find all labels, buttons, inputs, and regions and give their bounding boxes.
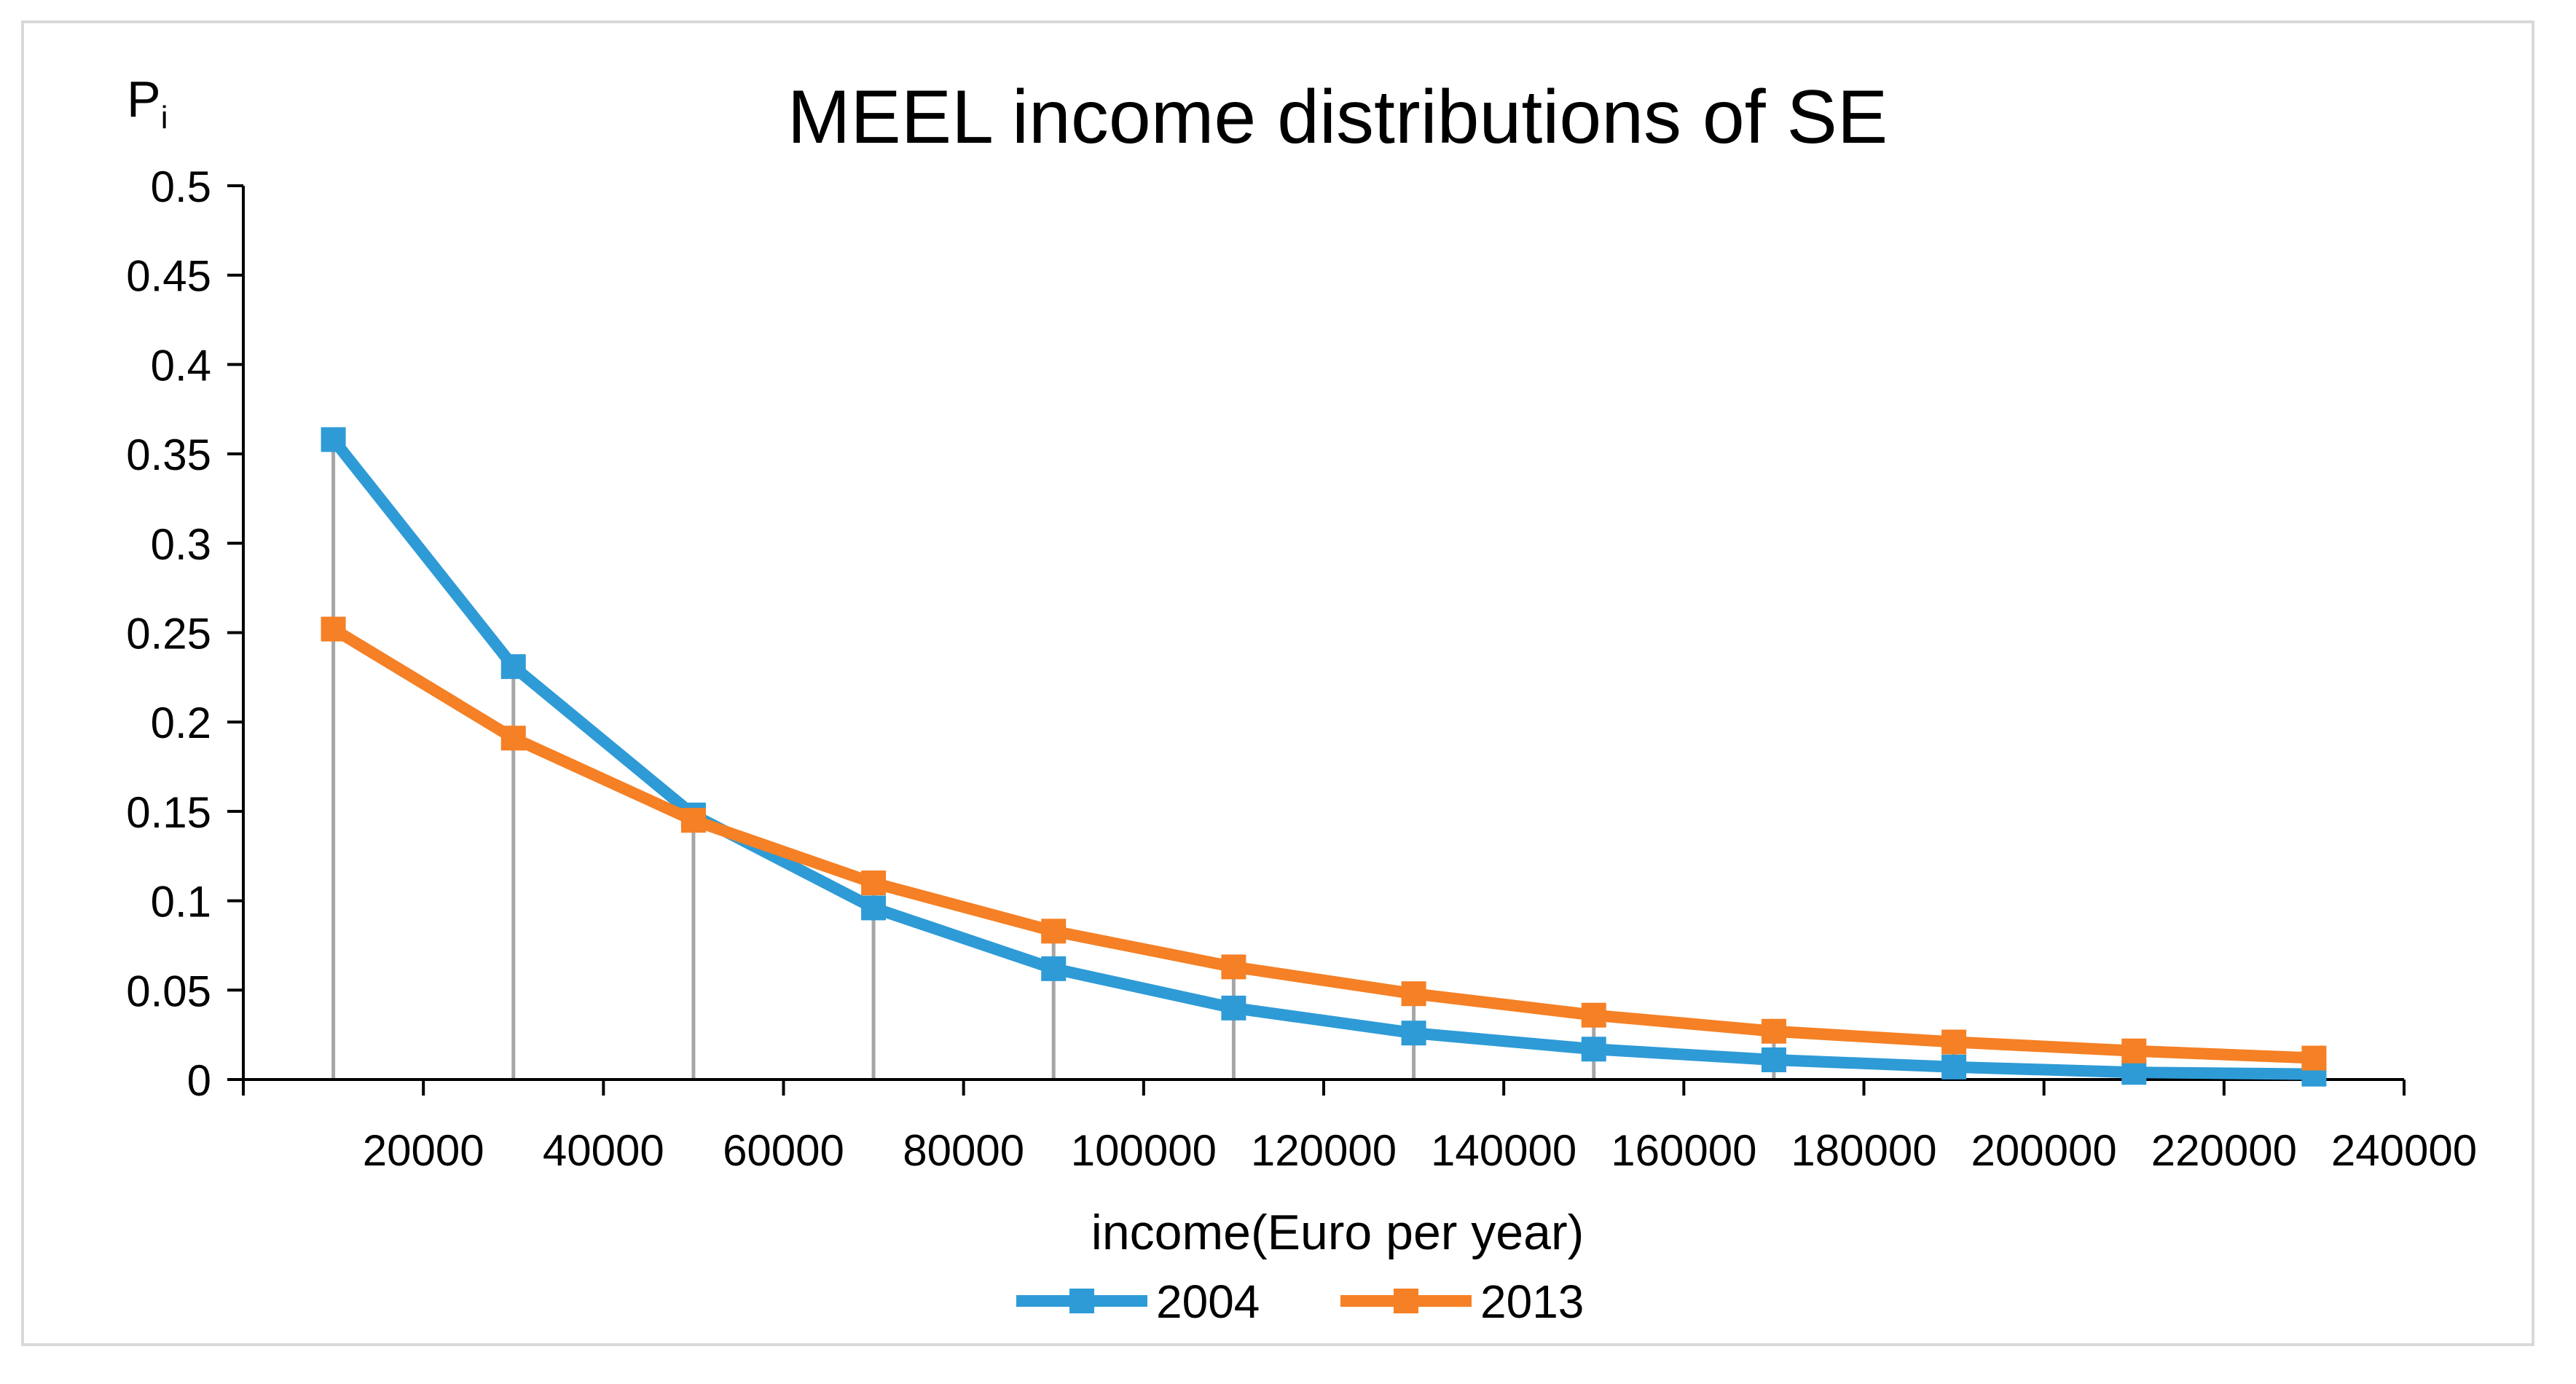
data-point-2013 xyxy=(1041,919,1067,944)
y-tick-label: 0.35 xyxy=(126,430,211,479)
data-point-2004 xyxy=(1041,956,1067,981)
data-point-2004 xyxy=(1941,1054,1967,1080)
x-tick-label: 200000 xyxy=(1971,1126,2117,1175)
legend-swatch-marker xyxy=(1069,1289,1094,1313)
x-tick-label: 220000 xyxy=(2151,1126,2297,1175)
data-point-2004 xyxy=(321,427,346,452)
y-tick-label: 0.15 xyxy=(126,788,211,837)
y-tick-label: 0.5 xyxy=(151,162,211,211)
data-point-2013 xyxy=(321,616,346,642)
y-tick-label: 0.4 xyxy=(151,341,211,390)
x-tick-labels: 20000 40000 60000 80000 100000 120000 140000 16… xyxy=(363,1126,2477,1175)
legend-label: 2004 xyxy=(1156,1275,1260,1328)
axes xyxy=(227,184,2406,1096)
data-point-2004 xyxy=(861,895,887,921)
legend-swatch-marker xyxy=(1394,1289,1418,1313)
legend: 2004 2013 xyxy=(1016,1275,1584,1328)
data-point-2013 xyxy=(1401,981,1426,1007)
x-axis-label: income(Euro per year) xyxy=(1091,1205,1584,1260)
data-point-2013 xyxy=(1761,1018,1786,1044)
data-point-2004 xyxy=(1581,1037,1606,1062)
x-tick-label: 140000 xyxy=(1431,1126,1576,1175)
x-tick-label: 120000 xyxy=(1251,1126,1397,1175)
y-tick-label: 0.05 xyxy=(126,967,211,1015)
x-tick-label: 240000 xyxy=(2331,1126,2477,1175)
data-point-2013 xyxy=(2301,1045,2327,1071)
data-point-2004 xyxy=(1401,1021,1426,1046)
y-axis-label-subscript: i xyxy=(161,100,168,135)
data-point-2013 xyxy=(2121,1038,2147,1063)
series-line-2004 xyxy=(329,436,2314,1080)
y-axis-label: Pi xyxy=(127,71,168,135)
y-tick-label: 0.2 xyxy=(151,699,211,747)
data-point-2004 xyxy=(500,654,526,680)
chart-container xyxy=(21,20,2534,1346)
data-point-2013 xyxy=(1581,1002,1606,1028)
series-2004 xyxy=(321,427,2327,1087)
y-tick-label: 0.1 xyxy=(151,878,211,927)
data-point-2004 xyxy=(1761,1047,1786,1073)
legend-item-2004: 2004 xyxy=(1016,1275,1260,1328)
x-tick-label: 20000 xyxy=(363,1126,484,1175)
data-point-2013 xyxy=(500,726,526,751)
legend-label: 2013 xyxy=(1480,1275,1584,1328)
x-tick-label: 180000 xyxy=(1791,1126,1936,1175)
y-tick-label: 0.25 xyxy=(126,610,211,658)
data-point-2004 xyxy=(1221,995,1246,1021)
data-point-2013 xyxy=(680,808,706,833)
data-point-2004 xyxy=(2121,1060,2147,1085)
y-axis-label-main: P xyxy=(127,71,161,127)
x-tick-label: 60000 xyxy=(723,1126,844,1175)
data-point-2013 xyxy=(1941,1029,1967,1055)
series-layer xyxy=(321,427,2327,1087)
data-point-2013 xyxy=(861,870,887,896)
y-tick-labels: 0 0.05 0.1 0.15 0.2 0.25 0.3 0.35 0.4 0.45 0.5 xyxy=(126,162,211,1105)
series-line-2013 xyxy=(330,624,2314,1064)
data-point-2013 xyxy=(1221,954,1246,980)
y-tick-label: 0 xyxy=(187,1056,211,1105)
x-tick-label: 160000 xyxy=(1611,1126,1756,1175)
chart-title: MEEL income distributions of SE xyxy=(788,75,1888,160)
legend-item-2013: 2013 xyxy=(1340,1275,1584,1328)
y-tick-label: 0.3 xyxy=(151,520,211,569)
x-tick-label: 100000 xyxy=(1071,1126,1217,1175)
x-tick-label: 80000 xyxy=(903,1126,1024,1175)
x-tick-label: 40000 xyxy=(543,1126,664,1175)
series-2013 xyxy=(321,616,2327,1071)
y-tick-label: 0.45 xyxy=(126,252,211,301)
